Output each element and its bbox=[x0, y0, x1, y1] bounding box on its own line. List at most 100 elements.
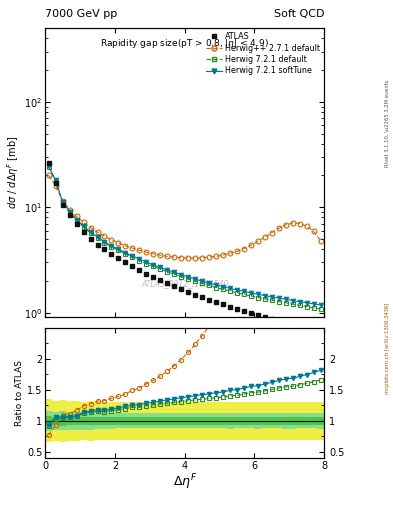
Bar bbox=[206, 414, 213, 429]
ATLAS bbox=[116, 255, 121, 261]
Bar bbox=[282, 413, 289, 429]
ATLAS bbox=[270, 316, 274, 322]
Bar bbox=[220, 414, 226, 429]
Bar bbox=[303, 417, 310, 425]
ATLAS bbox=[172, 283, 176, 289]
ATLAS bbox=[249, 310, 253, 316]
Bar bbox=[66, 412, 73, 430]
Bar bbox=[192, 417, 199, 425]
ATLAS bbox=[81, 229, 86, 235]
Bar bbox=[136, 414, 143, 429]
ATLAS bbox=[242, 308, 246, 314]
Bar bbox=[317, 417, 324, 425]
ATLAS bbox=[60, 202, 65, 208]
Bar bbox=[255, 413, 261, 429]
Bar bbox=[73, 401, 80, 441]
Bar bbox=[52, 417, 59, 425]
ATLAS bbox=[74, 221, 79, 227]
Bar bbox=[303, 414, 310, 429]
Bar bbox=[282, 417, 289, 425]
ATLAS bbox=[283, 320, 288, 326]
Bar bbox=[143, 417, 150, 425]
Bar bbox=[87, 401, 94, 440]
Bar bbox=[226, 417, 233, 425]
Bar bbox=[129, 402, 136, 440]
Bar bbox=[248, 417, 255, 425]
Bar bbox=[87, 417, 94, 425]
Bar bbox=[241, 417, 248, 425]
Bar bbox=[80, 417, 87, 425]
Bar bbox=[261, 417, 268, 425]
ATLAS bbox=[158, 277, 163, 283]
Bar bbox=[94, 413, 101, 430]
ATLAS bbox=[151, 274, 156, 280]
Bar bbox=[129, 417, 136, 425]
Bar bbox=[275, 414, 282, 429]
Bar bbox=[157, 402, 164, 440]
Bar bbox=[108, 417, 115, 425]
Bar bbox=[255, 402, 261, 440]
Bar bbox=[73, 412, 80, 430]
Bar bbox=[317, 413, 324, 429]
ATLAS bbox=[179, 286, 184, 292]
ATLAS bbox=[263, 314, 267, 320]
Text: 7000 GeV pp: 7000 GeV pp bbox=[45, 9, 118, 19]
Bar bbox=[80, 412, 87, 430]
Bar bbox=[220, 417, 226, 425]
Bar bbox=[94, 417, 101, 425]
Bar bbox=[136, 402, 143, 440]
ATLAS bbox=[207, 296, 211, 303]
ATLAS bbox=[193, 292, 198, 298]
ATLAS bbox=[88, 236, 93, 242]
Bar bbox=[233, 402, 241, 440]
Bar bbox=[101, 413, 108, 429]
ATLAS bbox=[53, 180, 58, 186]
Bar bbox=[164, 402, 171, 440]
Bar bbox=[213, 402, 220, 440]
Bar bbox=[185, 417, 192, 425]
Bar bbox=[150, 417, 157, 425]
Bar bbox=[192, 402, 199, 440]
Bar bbox=[178, 417, 185, 425]
Bar bbox=[122, 417, 129, 425]
Bar bbox=[101, 402, 108, 440]
Bar bbox=[66, 417, 73, 425]
Bar bbox=[150, 402, 157, 440]
Bar bbox=[296, 417, 303, 425]
Bar bbox=[248, 402, 255, 440]
Bar bbox=[220, 402, 226, 440]
Bar bbox=[310, 402, 317, 440]
Text: Rivet 3.1.10, \u2265 3.2M events: Rivet 3.1.10, \u2265 3.2M events bbox=[385, 79, 389, 167]
Bar bbox=[261, 414, 268, 429]
Bar bbox=[206, 417, 213, 425]
ATLAS bbox=[311, 327, 316, 333]
Bar bbox=[45, 416, 52, 425]
Bar bbox=[275, 402, 282, 440]
ATLAS bbox=[277, 318, 281, 324]
Bar bbox=[317, 402, 324, 440]
Bar bbox=[157, 417, 164, 425]
ATLAS bbox=[144, 270, 149, 276]
Bar bbox=[94, 402, 101, 440]
Bar bbox=[171, 417, 178, 425]
Bar bbox=[275, 417, 282, 425]
Bar bbox=[150, 414, 157, 429]
Bar bbox=[206, 402, 213, 440]
ATLAS bbox=[123, 259, 128, 265]
Bar bbox=[282, 402, 289, 440]
ATLAS bbox=[130, 263, 135, 269]
Bar bbox=[59, 412, 66, 431]
Bar bbox=[101, 417, 108, 425]
ATLAS bbox=[318, 329, 323, 335]
Bar bbox=[233, 414, 241, 429]
Line: ATLAS: ATLAS bbox=[46, 161, 323, 335]
Bar bbox=[248, 413, 255, 429]
Bar bbox=[289, 413, 296, 429]
Bar bbox=[226, 413, 233, 429]
Bar bbox=[310, 417, 317, 425]
Bar bbox=[289, 402, 296, 440]
Bar bbox=[143, 414, 150, 429]
Bar bbox=[171, 414, 178, 429]
ATLAS bbox=[46, 160, 51, 166]
Text: Soft QCD: Soft QCD bbox=[274, 9, 324, 19]
